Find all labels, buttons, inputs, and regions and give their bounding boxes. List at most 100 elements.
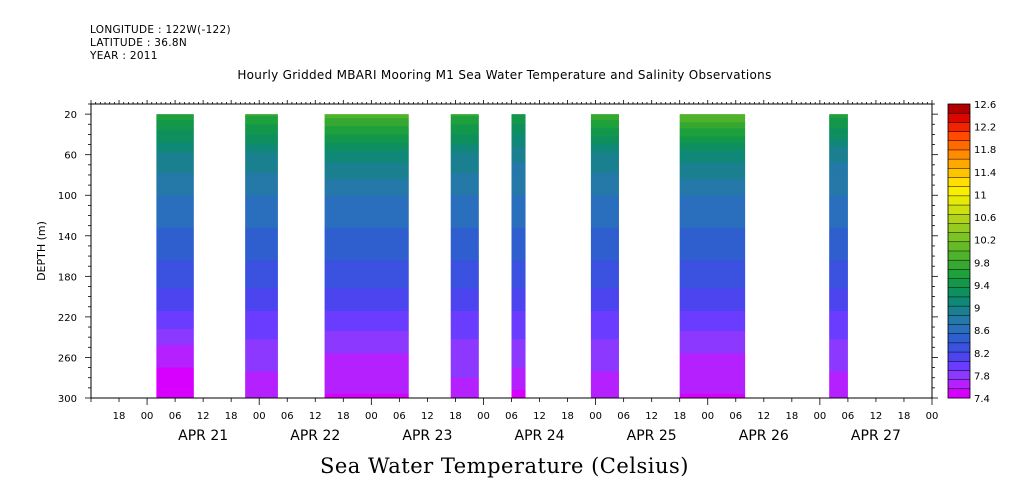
contour-band <box>245 353 278 357</box>
contour-band <box>829 233 848 237</box>
contour-band <box>450 166 479 170</box>
contour-band <box>590 339 619 342</box>
colorbar-label: 9.8 <box>974 258 990 269</box>
contour-band <box>511 168 526 172</box>
contour-band <box>511 114 526 117</box>
contour-band <box>450 241 479 245</box>
contour-band <box>245 124 278 127</box>
x-tick-label: 06 <box>842 411 855 422</box>
contour-band <box>511 294 526 298</box>
contour-band <box>590 274 619 277</box>
contour-band <box>511 367 526 371</box>
contour-band <box>324 243 409 247</box>
contour-band <box>590 300 619 304</box>
contour-band <box>590 318 619 322</box>
contour-band <box>156 304 194 308</box>
contour-band <box>450 154 479 158</box>
contour-band <box>156 205 194 209</box>
contour-band <box>156 150 194 154</box>
contour-band <box>245 288 278 292</box>
contour-band <box>829 128 848 131</box>
contour-band <box>679 124 746 127</box>
contour-band <box>590 158 619 162</box>
contour-band <box>245 174 278 178</box>
contour-band <box>829 272 848 275</box>
x-tick-label: 12 <box>421 411 434 422</box>
contour-band <box>511 312 526 316</box>
contour-band <box>679 393 746 397</box>
contour-band <box>679 174 746 178</box>
x-tick-label: 00 <box>253 411 266 422</box>
contour-band <box>590 379 619 383</box>
contour-band <box>511 138 526 142</box>
contour-band <box>829 395 848 398</box>
contour-band <box>829 355 848 359</box>
contour-band <box>679 138 746 142</box>
contour-band <box>590 187 619 190</box>
contour-band <box>324 187 409 190</box>
contour-band <box>156 183 194 186</box>
contour-band <box>511 213 526 217</box>
contour-band <box>450 375 479 379</box>
contour-band <box>245 201 278 204</box>
contour-band <box>245 195 278 198</box>
contour-band <box>156 254 194 257</box>
contour-band <box>511 302 526 306</box>
contour-band <box>679 219 746 223</box>
x-tick-label: 18 <box>561 411 574 422</box>
contour-band <box>679 162 746 166</box>
contour-band <box>511 254 526 257</box>
contour-band <box>590 292 619 296</box>
contour-band <box>679 333 746 336</box>
contour-band <box>511 318 526 322</box>
contour-band <box>511 353 526 357</box>
contour-band <box>679 146 746 150</box>
contour-band <box>245 164 278 168</box>
contour-band <box>590 272 619 275</box>
contour-band <box>324 385 409 389</box>
contour-band <box>324 146 409 150</box>
contour-band <box>156 339 194 342</box>
contour-band <box>324 193 409 196</box>
contour-band <box>511 270 526 273</box>
colorbar-swatch <box>948 370 970 381</box>
contour-band <box>829 207 848 211</box>
contour-band <box>450 193 479 196</box>
contour-band <box>590 195 619 198</box>
contour-band <box>324 353 409 357</box>
contour-band <box>590 205 619 209</box>
colorbar-swatch <box>948 223 970 234</box>
contour-band <box>156 225 194 229</box>
contour-band <box>679 164 746 168</box>
contour-band <box>324 191 409 194</box>
contour-band <box>829 292 848 296</box>
contour-band <box>829 181 848 184</box>
contour-band <box>324 148 409 152</box>
y-tick-label: 300 <box>58 394 77 405</box>
contour-band <box>156 266 194 269</box>
contour-band <box>590 156 619 160</box>
contour-band <box>156 209 194 213</box>
contour-band <box>156 154 194 158</box>
contour-band <box>590 393 619 397</box>
contour-band <box>324 387 409 391</box>
contour-band <box>450 209 479 213</box>
x-tick-label: 00 <box>589 411 602 422</box>
contour-band <box>679 207 746 211</box>
contour-band <box>679 318 746 322</box>
contour-band <box>829 318 848 322</box>
contour-band <box>324 168 409 172</box>
contour-band <box>511 359 526 363</box>
contour-band <box>245 266 278 269</box>
contour-band <box>156 337 194 340</box>
contour-band <box>511 389 526 393</box>
contour-band <box>829 385 848 389</box>
contour-band <box>679 363 746 367</box>
contour-band <box>679 292 746 296</box>
contour-band <box>450 314 479 318</box>
colorbar-swatch <box>948 186 970 197</box>
contour-band <box>679 347 746 350</box>
contour-band <box>324 118 409 121</box>
contour-band <box>450 389 479 393</box>
contour-band <box>679 266 746 269</box>
